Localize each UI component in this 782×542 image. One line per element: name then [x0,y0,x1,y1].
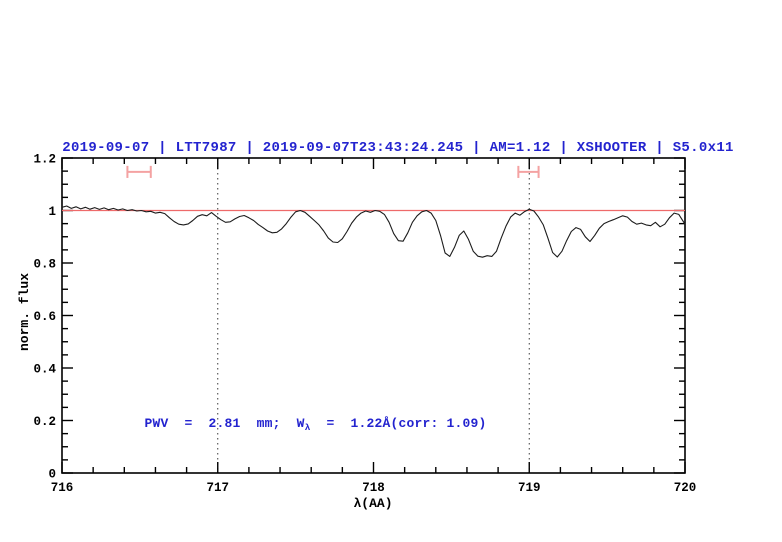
y-tick-label: 1.2 [33,152,56,166]
pwv-annotation-post: = 1.22Å(corr: 1.09) [310,416,486,431]
axis-tick-labels: 716 717 718 719 720 0 0.2 0.4 0.6 0.8 1 1.2 [33,152,696,495]
band-range-markers [126,165,540,178]
y-tick-label: 0.8 [33,257,56,271]
plot-title: 2019-09-07 | LTT7987 | 2019-09-07T23:43:… [62,140,734,156]
plot-frame [61,157,686,474]
pwv-annotation-lambda-subscript: λ [305,422,311,433]
pwv-annotation: PWV = 2.81 mm; Wλ = 1.22Å(corr: 1.09) [145,416,487,433]
x-tick-label: 717 [206,481,229,495]
x-tick-label: 716 [51,481,74,495]
y-tick-label: 0 [48,467,56,481]
x-axis-label: λ(AA) [353,496,392,511]
pwv-annotation-pre: PWV = 2.81 mm; W [145,416,305,431]
y-tick-label: 0.2 [33,415,56,429]
y-tick-label: 0.4 [33,362,56,376]
band-range-marker [126,165,152,178]
spectrum-polyline [61,205,686,258]
spectrum-curve [61,205,686,258]
band-range-marker [517,165,540,178]
y-tick-label: 1 [48,205,56,219]
x-tick-label: 718 [362,481,385,495]
x-tick-label: 719 [518,481,541,495]
x-tick-label: 720 [674,481,697,495]
y-tick-label: 0.6 [33,310,56,324]
y-axis-label: norm. flux [17,273,32,351]
